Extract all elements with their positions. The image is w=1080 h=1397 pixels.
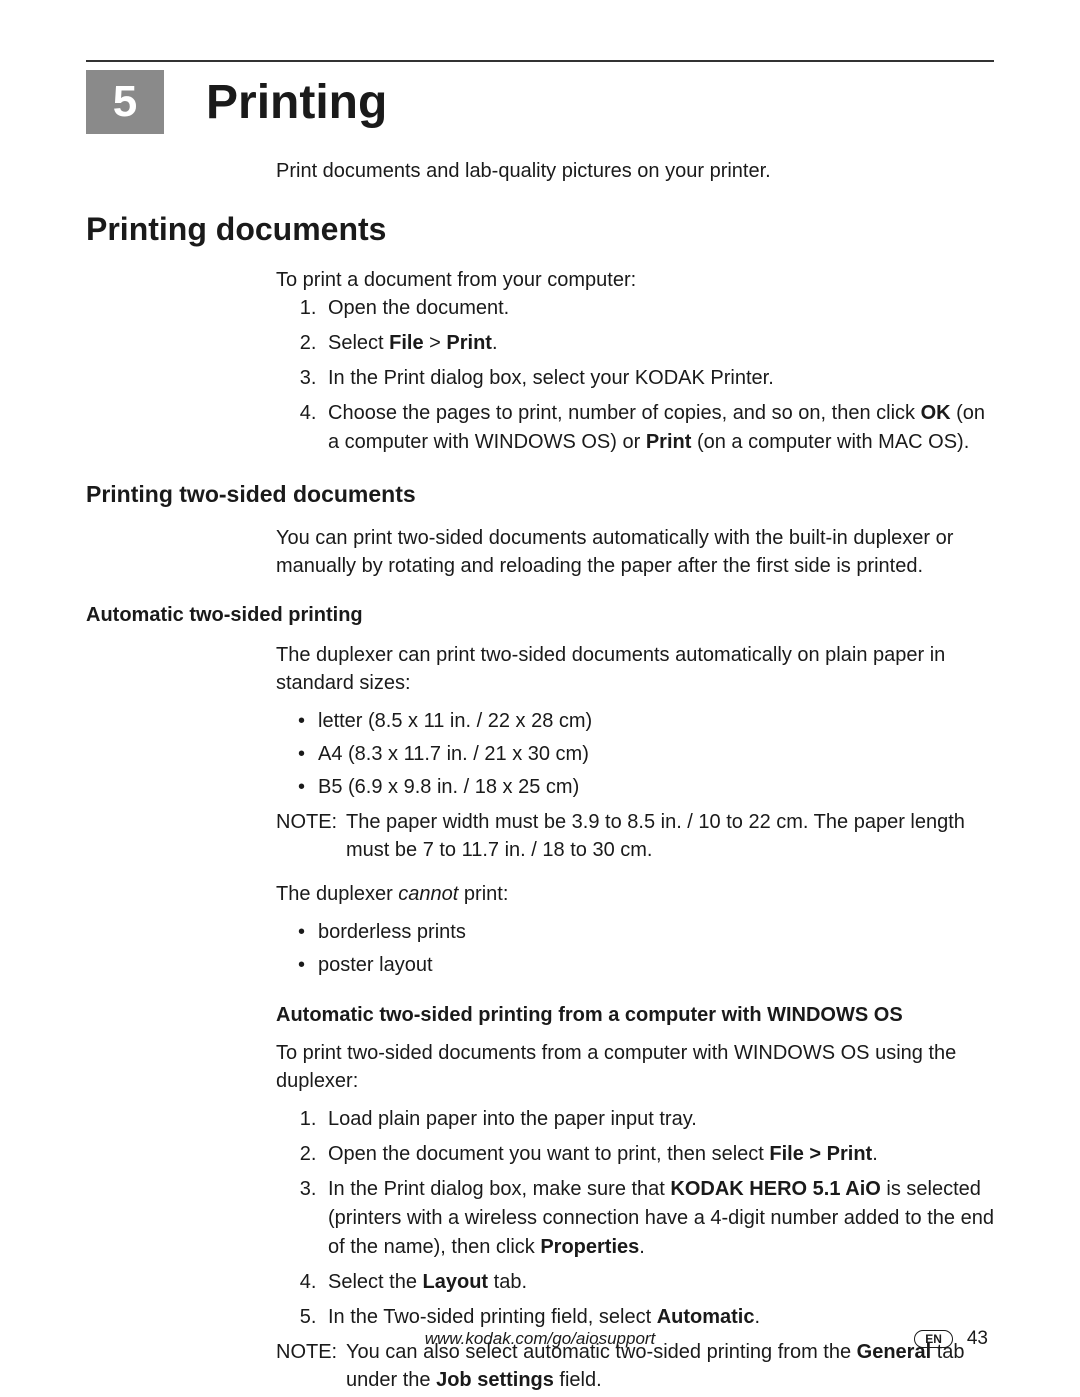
t: Print <box>446 332 492 354</box>
t: . <box>492 332 498 354</box>
cannot-poster: poster layout <box>318 951 994 980</box>
chapter-title: Printing <box>206 75 387 130</box>
note-text: The paper width must be 3.9 to 8.5 in. /… <box>346 808 994 864</box>
t: Select the <box>328 1271 423 1293</box>
win-step-2: Open the document you want to print, the… <box>322 1140 994 1169</box>
paper-sizes-list: letter (8.5 x 11 in. / 22 x 28 cm) A4 (8… <box>318 707 994 802</box>
language-badge: EN <box>914 1330 953 1348</box>
t: Properties <box>540 1236 639 1258</box>
step-3: In the Print dialog box, select your KOD… <box>322 364 994 393</box>
chapter-header: 5 Printing <box>86 70 994 134</box>
page-footer: www.kodak.com/go/aiosupport EN 43 <box>0 1329 1080 1349</box>
sub1-text: You can print two-sided documents automa… <box>276 524 994 580</box>
subsection-title-windows: Automatic two-sided printing from a comp… <box>276 1004 994 1027</box>
t: File > Print <box>769 1143 872 1165</box>
size-letter: letter (8.5 x 11 in. / 22 x 28 cm) <box>318 707 994 736</box>
size-a4: A4 (8.3 x 11.7 in. / 21 x 30 cm) <box>318 740 994 769</box>
t: Choose the pages to print, number of cop… <box>328 402 921 424</box>
note-label: NOTE: <box>276 808 346 864</box>
sub2-text: The duplexer can print two-sided documen… <box>276 641 994 697</box>
step-4: Choose the pages to print, number of cop… <box>322 399 994 457</box>
t: File <box>389 332 423 354</box>
t: (on a computer with MAC OS). <box>691 431 969 453</box>
t: . <box>755 1306 761 1328</box>
t: . <box>872 1143 878 1165</box>
t: Layout <box>423 1271 489 1293</box>
note-paper-dimensions: NOTE: The paper width must be 3.9 to 8.5… <box>276 808 994 864</box>
t: In the Two-sided printing field, select <box>328 1306 657 1328</box>
sub3-lead: To print two-sided documents from a comp… <box>276 1039 994 1095</box>
t: KODAK HERO 5.1 AiO <box>670 1178 880 1200</box>
t: cannot <box>398 883 458 905</box>
size-b5: B5 (6.9 x 9.8 in. / 18 x 25 cm) <box>318 773 994 802</box>
win-step-5: In the Two-sided printing field, select … <box>322 1303 994 1332</box>
t: Open the document you want to print, the… <box>328 1143 769 1165</box>
t: Print <box>646 431 692 453</box>
step-1: Open the document. <box>322 294 994 323</box>
t: field. <box>554 1369 602 1391</box>
subsection-title-automatic: Automatic two-sided printing <box>86 604 994 627</box>
step-2: Select File > Print. <box>322 329 994 358</box>
section-title-printing-documents: Printing documents <box>86 211 994 248</box>
win-step-4: Select the Layout tab. <box>322 1268 994 1297</box>
win-step-3: In the Print dialog box, make sure that … <box>322 1175 994 1262</box>
t: Job settings <box>436 1369 554 1391</box>
top-rule <box>86 60 994 62</box>
t: In the Print dialog box, make sure that <box>328 1178 670 1200</box>
t: OK <box>921 402 951 424</box>
chapter-number-box: 5 <box>86 70 164 134</box>
cannot-print-lead: The duplexer cannot print: <box>276 880 994 908</box>
sub3-steps: Load plain paper into the paper input tr… <box>302 1105 994 1332</box>
cannot-print-list: borderless prints poster layout <box>318 918 994 980</box>
t: print: <box>458 883 508 905</box>
footer-url: www.kodak.com/go/aiosupport <box>425 1329 656 1349</box>
t: The duplexer <box>276 883 398 905</box>
footer-right: EN 43 <box>914 1328 988 1350</box>
t: > <box>424 332 447 354</box>
page-number: 43 <box>967 1328 988 1350</box>
t: Automatic <box>657 1306 755 1328</box>
t: . <box>639 1236 645 1258</box>
section1-steps: Open the document. Select File > Print. … <box>302 294 994 457</box>
cannot-borderless: borderless prints <box>318 918 994 947</box>
subsection-title-two-sided: Printing two-sided documents <box>86 481 994 508</box>
chapter-intro: Print documents and lab-quality pictures… <box>276 160 994 183</box>
section1-lead: To print a document from your computer: <box>276 266 994 294</box>
t: Select <box>328 332 389 354</box>
t: tab. <box>488 1271 527 1293</box>
win-step-1: Load plain paper into the paper input tr… <box>322 1105 994 1134</box>
